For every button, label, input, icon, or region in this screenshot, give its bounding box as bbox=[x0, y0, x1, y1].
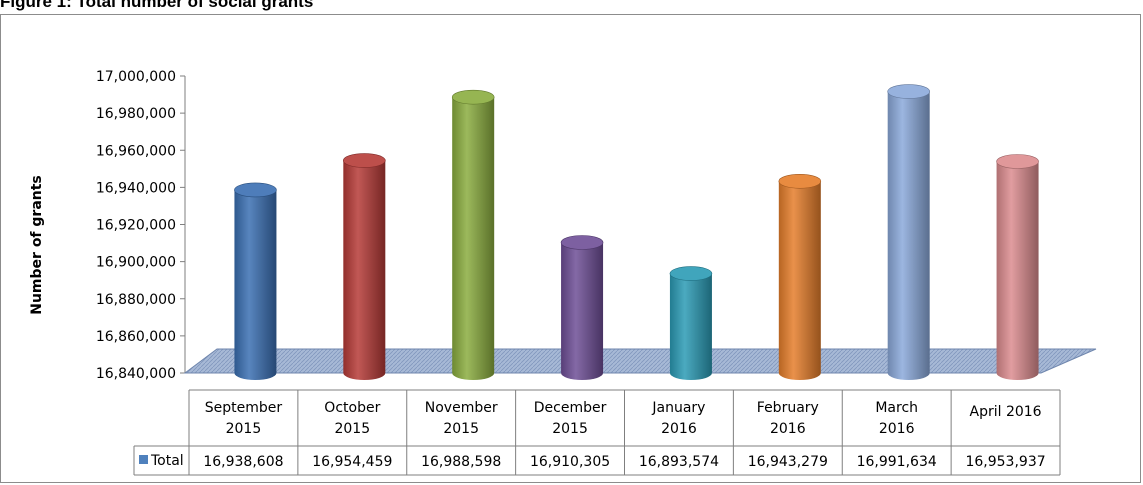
axes-layer: 16,840,000 16,860,000 16,880,000 16,900,000… bbox=[96, 69, 1097, 382]
bar-body bbox=[669, 273, 712, 381]
bar-body bbox=[778, 181, 821, 381]
y-tick-label: 16,980,000 bbox=[96, 106, 176, 122]
category-label: November 2015 bbox=[425, 400, 498, 437]
bar-body bbox=[561, 242, 604, 381]
data-table: September 2015 October 2015 November 2015 Dece… bbox=[133, 389, 1061, 476]
legend-label: Total bbox=[150, 453, 184, 469]
value-label: 16,910,305 bbox=[530, 454, 610, 470]
y-tick-label: 16,860,000 bbox=[96, 329, 176, 345]
value-label: 16,988,598 bbox=[421, 454, 501, 470]
bar bbox=[669, 266, 713, 381]
bar-body bbox=[452, 97, 495, 381]
bar bbox=[887, 84, 930, 381]
bar-body bbox=[343, 160, 386, 381]
bar-body bbox=[234, 189, 277, 381]
bar-chart: 16,840,000 16,860,000 16,880,000 16,900,000… bbox=[29, 69, 1097, 476]
bar-body bbox=[996, 161, 1039, 381]
bar bbox=[560, 235, 604, 381]
y-tick-label: 16,940,000 bbox=[96, 180, 176, 196]
y-tick-label: 16,920,000 bbox=[96, 218, 176, 234]
bar bbox=[996, 154, 1039, 381]
bar-top bbox=[451, 89, 495, 105]
y-tick-label: 16,880,000 bbox=[96, 292, 176, 308]
y-tick-label: 16,900,000 bbox=[96, 255, 176, 271]
y-axis-label: Number of grants bbox=[29, 175, 45, 315]
value-label: 16,991,634 bbox=[857, 454, 937, 470]
value-label: 16,953,937 bbox=[965, 454, 1045, 470]
bar bbox=[451, 89, 495, 381]
category-label: October 2015 bbox=[324, 400, 380, 437]
category-label: February 2016 bbox=[757, 400, 819, 437]
bar-top bbox=[778, 173, 822, 189]
figure-title: Figure 1: Total number of social grants bbox=[0, 0, 314, 11]
bar-top bbox=[669, 266, 713, 281]
bar bbox=[234, 182, 277, 381]
bar bbox=[778, 173, 822, 381]
bar bbox=[343, 153, 386, 381]
y-tick-label: 17,000,000 bbox=[96, 69, 176, 85]
value-label: 16,954,459 bbox=[312, 454, 392, 470]
chart-frame: 16,840,000 16,860,000 16,880,000 16,900,000… bbox=[0, 14, 1141, 483]
y-tick-label: 16,840,000 bbox=[96, 366, 176, 382]
bar-top bbox=[343, 153, 386, 168]
bar-top bbox=[560, 235, 604, 250]
bars-layer bbox=[234, 84, 1039, 381]
category-label: December 2015 bbox=[534, 400, 607, 437]
bar-body bbox=[887, 91, 930, 381]
category-label: January 2016 bbox=[651, 400, 705, 437]
y-tick-label: 16,960,000 bbox=[96, 143, 176, 159]
bar-top bbox=[234, 182, 277, 198]
bar-top bbox=[996, 154, 1039, 169]
legend-swatch bbox=[139, 455, 148, 464]
category-label: April 2016 bbox=[970, 404, 1042, 420]
chart-floor bbox=[183, 348, 1097, 374]
value-label: 16,943,279 bbox=[748, 454, 828, 470]
value-label: 16,893,574 bbox=[639, 454, 719, 470]
value-label: 16,938,608 bbox=[203, 454, 283, 470]
category-label: September 2015 bbox=[205, 400, 283, 437]
category-label: March 2016 bbox=[875, 400, 918, 437]
bar-top bbox=[887, 84, 930, 99]
